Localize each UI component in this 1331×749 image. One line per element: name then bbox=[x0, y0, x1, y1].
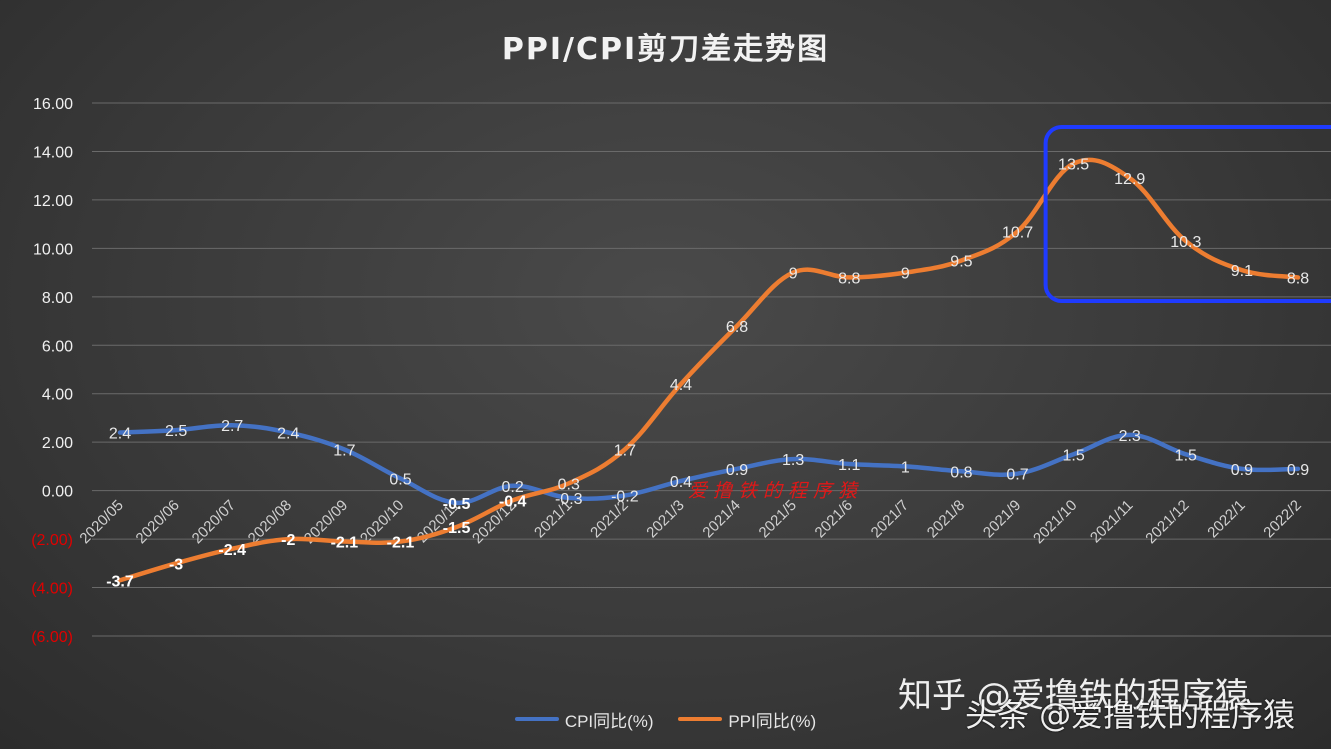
toutiao-watermark: 头条 @爱撸铁的程序猿 bbox=[965, 696, 1296, 734]
cpi-data-label: 0.2 bbox=[502, 479, 524, 496]
ppi-data-label: -2 bbox=[281, 532, 295, 549]
cpi-data-label: 0.5 bbox=[389, 472, 411, 489]
x-tick-label: 2021/6 bbox=[812, 497, 856, 541]
ppi-data-label: -0.4 bbox=[499, 493, 527, 510]
cpi-data-label: -0.5 bbox=[443, 496, 471, 513]
legend-label-cpi: CPI同比(%) bbox=[564, 711, 654, 731]
x-tick-label: 2021/12 bbox=[1142, 497, 1192, 547]
legend-item-ppi[interactable]: PPI同比(%) bbox=[678, 707, 816, 732]
data-labels: 2.4 2.5 2.7 2.4 1.7 0.5 -0.5 0.2 -0.3 -0.2 0.4 0.9 1… bbox=[106, 157, 1309, 591]
ppi-data-label: 9.1 bbox=[1231, 263, 1253, 280]
y-tick-label: (2.00) bbox=[31, 532, 73, 549]
ppi-data-label: -2.1 bbox=[387, 535, 415, 552]
cpi-data-label: 2.4 bbox=[109, 425, 131, 442]
y-tick-label: 12.00 bbox=[33, 193, 73, 210]
x-tick-label: 2021/3 bbox=[643, 497, 687, 541]
x-tick-label: 2022/1 bbox=[1204, 497, 1248, 541]
ppi-data-label: 1.7 bbox=[614, 442, 636, 459]
ppi-data-label: 9 bbox=[901, 266, 910, 283]
x-tick-label: 2020/06 bbox=[133, 497, 183, 547]
cpi-data-label: 2.3 bbox=[1119, 428, 1141, 445]
legend-label-ppi: PPI同比(%) bbox=[728, 711, 817, 731]
chart-title: PPI/CPI剪刀差走势图 bbox=[501, 32, 830, 67]
ppi-data-label: 8.8 bbox=[838, 270, 860, 287]
ppi-data-label: 10.3 bbox=[1170, 234, 1201, 251]
cpi-data-label: 2.4 bbox=[277, 425, 299, 442]
x-tick-label: 2021/10 bbox=[1030, 497, 1080, 547]
cpi-data-label: 1.7 bbox=[333, 442, 355, 459]
legend-item-cpi[interactable]: CPI同比(%) bbox=[514, 707, 654, 732]
ppi-data-label: 9 bbox=[789, 266, 798, 283]
ppi-data-label: 10.7 bbox=[1002, 224, 1033, 241]
cpi-data-label: 0.4 bbox=[670, 474, 692, 491]
y-tick-label: 8.00 bbox=[42, 290, 73, 307]
legend: CPI同比(%) PPI同比(%) bbox=[0, 706, 1331, 732]
ppi-data-label: 8.8 bbox=[1287, 270, 1309, 287]
y-tick-label: 6.00 bbox=[42, 338, 73, 355]
cpi-data-label: -0.2 bbox=[611, 488, 639, 505]
x-axis-tick-labels: 2020/05 2020/06 2020/07 2020/08 2020/09 2020/… bbox=[76, 497, 1304, 547]
zhihu-watermark: 知乎 @爱撸铁的程序猿 bbox=[898, 676, 1249, 716]
legend-swatch-cpi bbox=[514, 717, 559, 721]
ppi-data-label: 13.5 bbox=[1058, 157, 1089, 174]
x-tick-label: 2022/2 bbox=[1260, 497, 1304, 541]
cpi-line bbox=[117, 422, 1301, 506]
cpi-data-label: 2.5 bbox=[165, 423, 187, 440]
ppi-line bbox=[117, 157, 1301, 583]
x-tick-label: 2021/8 bbox=[924, 497, 968, 541]
cpi-data-label: 1.5 bbox=[1175, 447, 1197, 464]
x-tick-label: 2021/7 bbox=[868, 497, 912, 541]
ppi-data-label: -3.7 bbox=[106, 573, 134, 590]
ppi-data-label: -1.5 bbox=[443, 520, 471, 537]
y-tick-label: (6.00) bbox=[31, 629, 73, 646]
x-tick-label: 2020/05 bbox=[76, 497, 126, 547]
red-stamp-watermark: 爱撸铁的程序猿 bbox=[688, 480, 864, 502]
ppi-data-label: 12.9 bbox=[1114, 171, 1145, 188]
y-tick-label: 0.00 bbox=[42, 484, 73, 501]
cpi-data-label: 1.3 bbox=[782, 452, 804, 469]
grid-lines bbox=[92, 102, 1331, 637]
ppi-data-label: -2.4 bbox=[218, 542, 246, 559]
y-tick-label: 14.00 bbox=[33, 144, 73, 161]
cpi-data-label: -0.3 bbox=[555, 491, 583, 508]
x-tick-label: 2021/5 bbox=[756, 497, 800, 541]
ppi-data-label: -2.1 bbox=[331, 535, 359, 552]
y-tick-label: 10.00 bbox=[33, 241, 73, 258]
cpi-data-label: 1.5 bbox=[1062, 447, 1084, 464]
cpi-data-label: 1 bbox=[901, 459, 910, 476]
cpi-data-label: 0.8 bbox=[950, 464, 972, 481]
x-tick-label: 2021/9 bbox=[980, 497, 1024, 541]
highlight-rect bbox=[1043, 125, 1331, 303]
cpi-data-label: 0.9 bbox=[1287, 462, 1309, 479]
y-axis-tick-labels: 16.00 14.00 12.00 10.00 8.00 6.00 4.00 2.00 0.00… bbox=[31, 96, 73, 646]
highlight-box bbox=[1043, 125, 1331, 303]
ppi-data-label: 4.4 bbox=[670, 377, 692, 394]
ppi-data-label: 0.3 bbox=[558, 476, 580, 493]
cpi-data-label: 2.7 bbox=[221, 418, 243, 435]
y-tick-label: (4.00) bbox=[31, 581, 73, 598]
cpi-data-label: 0.7 bbox=[1006, 467, 1028, 484]
ppi-data-label: -3 bbox=[169, 556, 183, 573]
y-tick-label: 16.00 bbox=[33, 96, 73, 113]
x-tick-label: 2020/07 bbox=[189, 497, 239, 547]
series-lines bbox=[117, 157, 1301, 583]
ppi-data-label: 9.5 bbox=[950, 253, 972, 270]
cpi-data-label: 0.9 bbox=[1231, 462, 1253, 479]
y-tick-label: 2.00 bbox=[42, 435, 73, 452]
y-tick-label: 4.00 bbox=[42, 387, 73, 404]
cpi-data-label: 1.1 bbox=[838, 457, 860, 474]
legend-swatch-ppi bbox=[678, 717, 723, 721]
cpi-data-label: 0.9 bbox=[726, 462, 748, 479]
ppi-data-label: 6.8 bbox=[726, 319, 748, 336]
x-tick-label: 2021/4 bbox=[699, 497, 743, 541]
